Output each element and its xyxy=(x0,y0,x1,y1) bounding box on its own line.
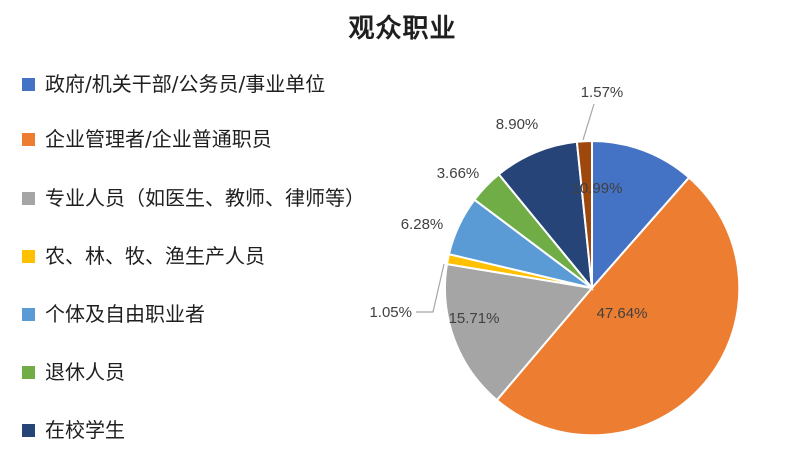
legend-swatch xyxy=(22,250,35,263)
legend-label: 个体及自由职业者 xyxy=(45,302,205,326)
pie-slice xyxy=(444,262,594,402)
data-label: 47.64% xyxy=(597,305,648,322)
legend-item-freelance: 个体及自由职业者 xyxy=(22,302,375,326)
leader-line xyxy=(416,263,445,313)
pie-slice xyxy=(495,176,741,437)
chart-title: 观众职业 xyxy=(348,14,457,44)
data-label: 6.28% xyxy=(401,216,444,233)
legend-swatch xyxy=(22,424,35,437)
legend-item-government: 政府/机关干部/公务员/事业单位 xyxy=(22,72,375,96)
pie-slice xyxy=(591,139,691,291)
data-label: 8.90% xyxy=(496,116,539,133)
legend-label: 专业人员（如医生、教师、律师等） xyxy=(45,186,365,210)
legend-item-enterprise: 企业管理者/企业普通职员 xyxy=(22,127,375,151)
legend-swatch xyxy=(22,366,35,379)
legend-label: 在校学生 xyxy=(45,418,125,442)
legend-label: 农、林、牧、渔生产人员 xyxy=(45,244,265,268)
legend-label: 政府/机关干部/公务员/事业单位 xyxy=(45,72,326,96)
data-label: 10.99% xyxy=(572,180,623,197)
legend-item-retired: 退休人员 xyxy=(22,360,375,384)
data-label: 3.66% xyxy=(437,165,480,182)
legend-swatch xyxy=(22,192,35,205)
pie-slice xyxy=(497,140,594,292)
data-label: 15.71% xyxy=(449,310,500,327)
legend-swatch xyxy=(22,78,35,91)
leader-line xyxy=(582,103,595,141)
legend-swatch xyxy=(22,308,35,321)
legend-item-student: 在校学生 xyxy=(22,418,375,442)
data-label: 1.05% xyxy=(369,304,412,321)
legend-item-professional: 专业人员（如医生、教师、律师等） xyxy=(22,186,375,210)
legend-swatch xyxy=(22,133,35,146)
legend-label: 退休人员 xyxy=(45,360,125,384)
legend-item-agriculture: 农、林、牧、渔生产人员 xyxy=(22,244,375,268)
legend-label: 企业管理者/企业普通职员 xyxy=(45,127,272,151)
pie-slice xyxy=(575,139,593,289)
data-label: 1.57% xyxy=(581,84,624,101)
